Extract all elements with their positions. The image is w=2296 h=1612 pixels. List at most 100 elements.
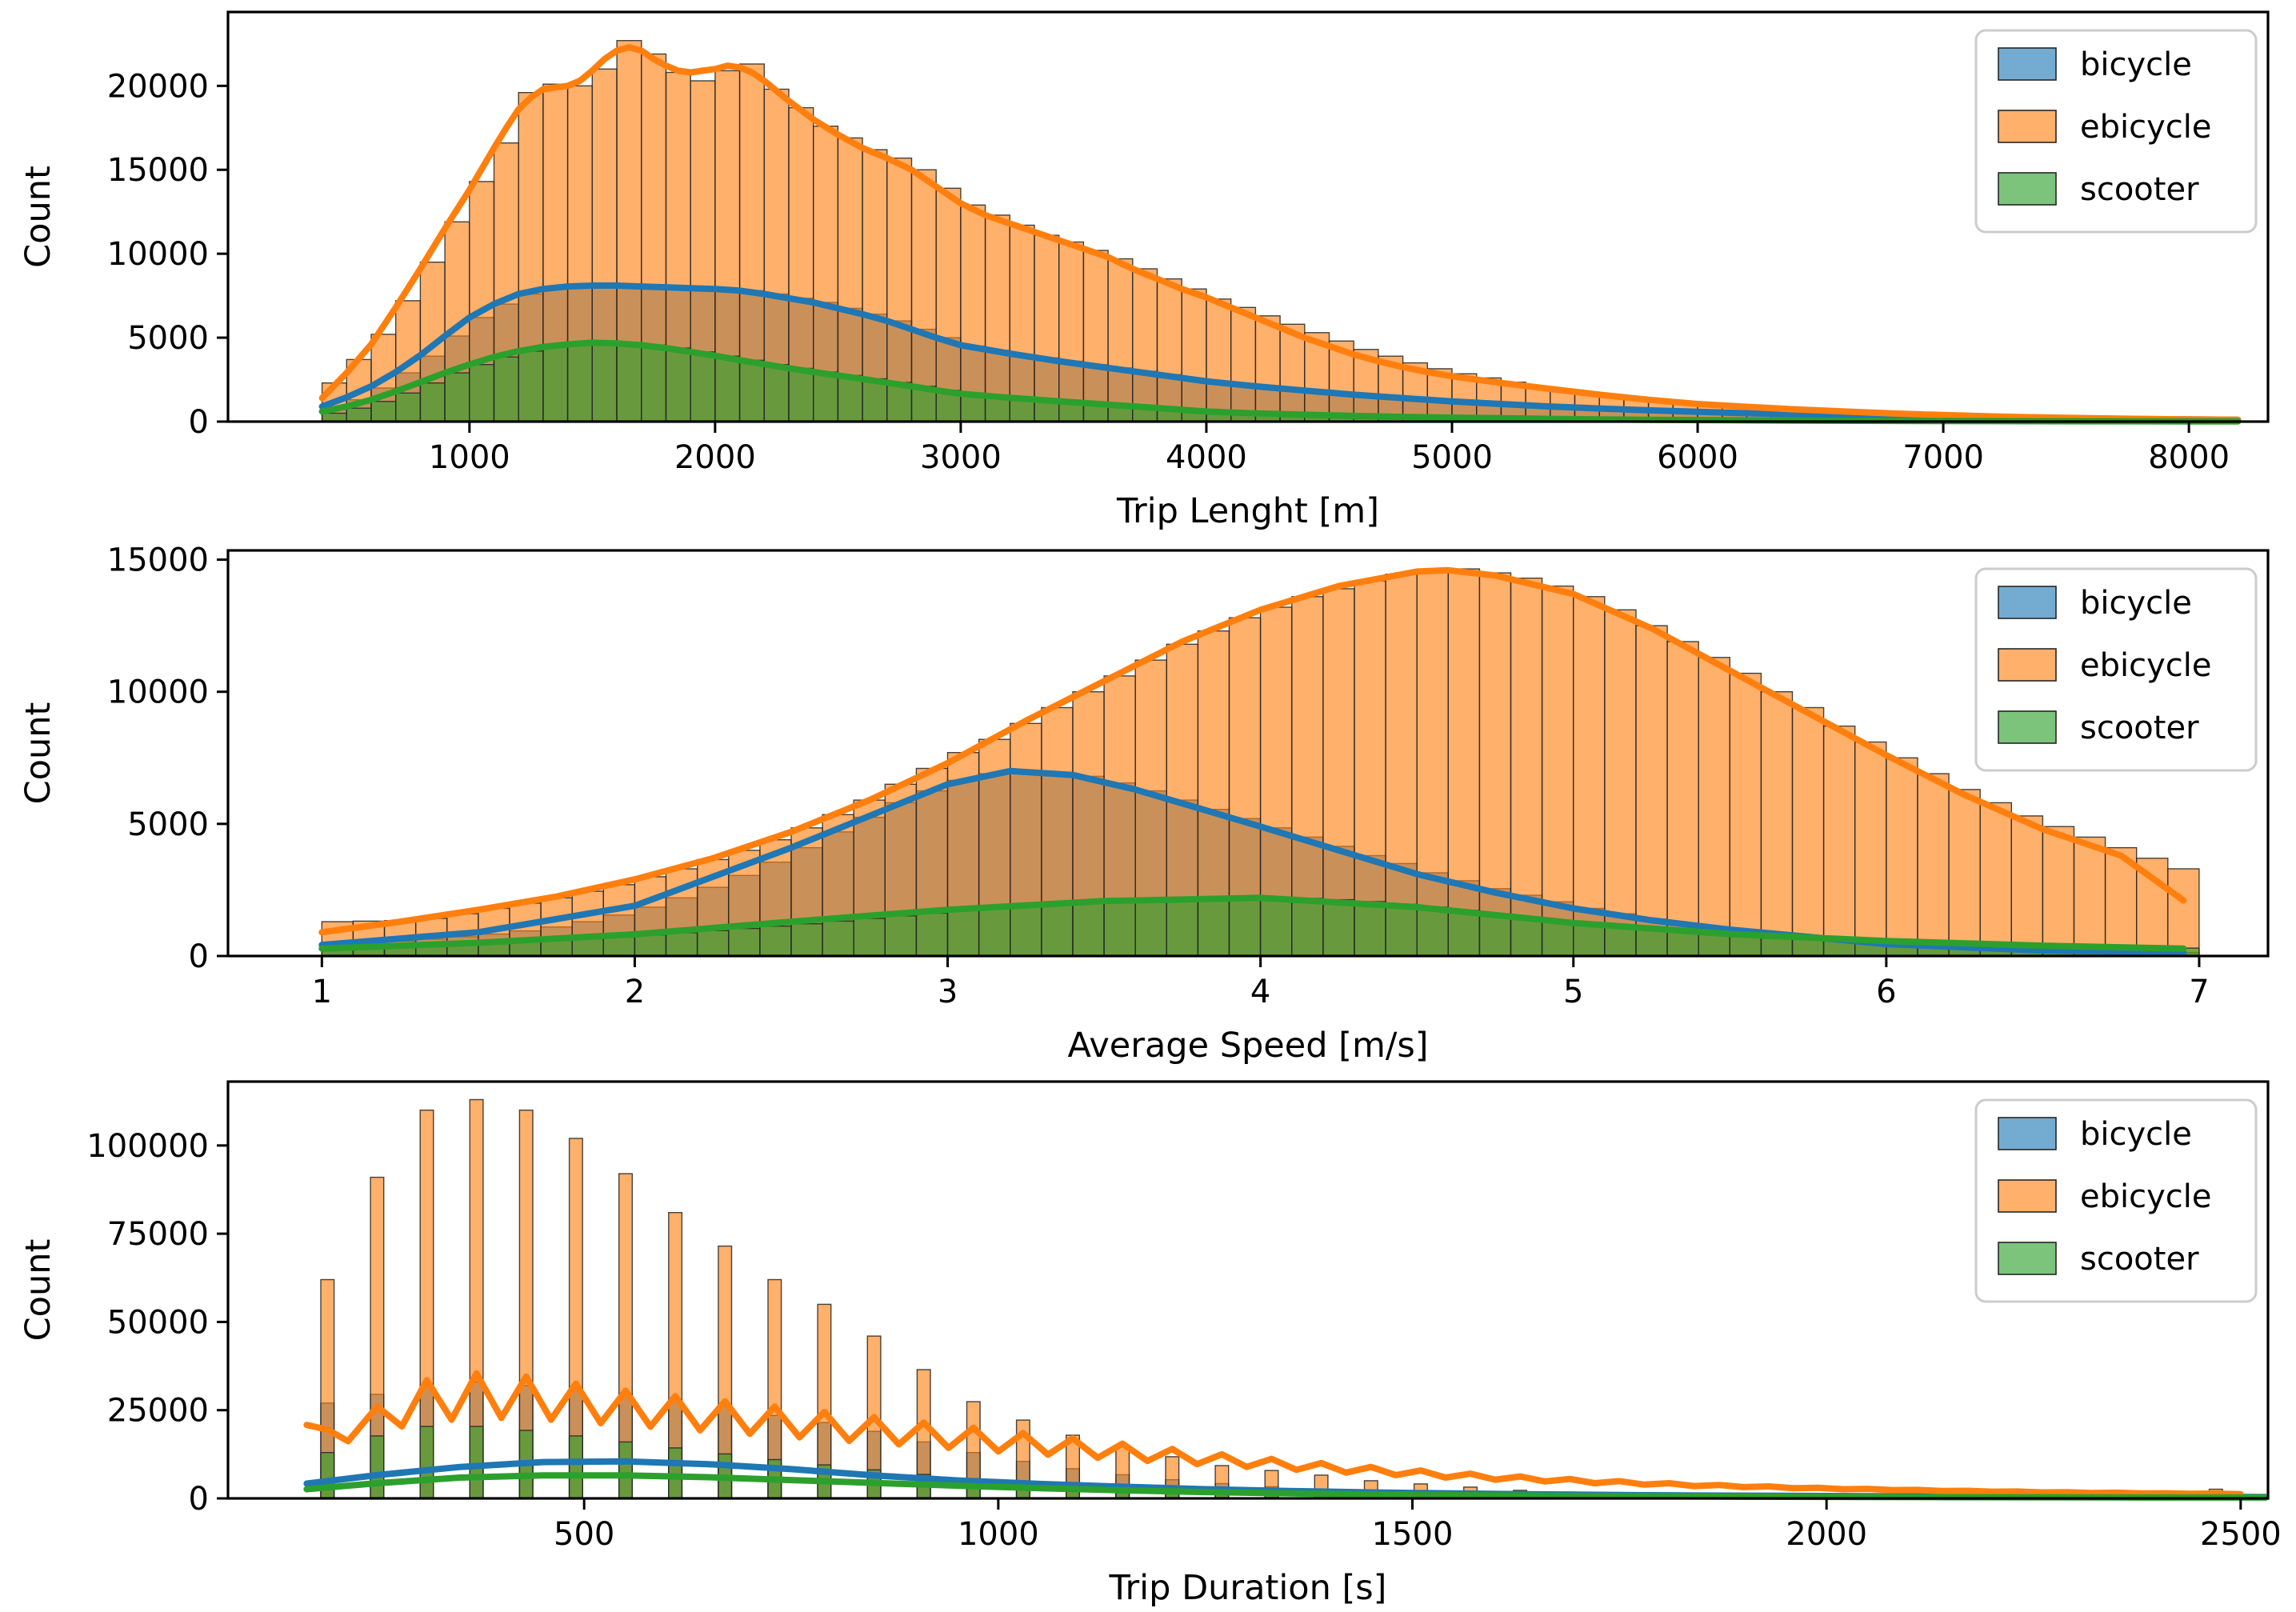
bar-scooter xyxy=(1666,930,1699,957)
kde-line-bicycle-average-speed xyxy=(318,767,2187,956)
kde-line-scooter-average-speed xyxy=(318,894,2187,952)
bar-scooter xyxy=(665,347,691,422)
bar-scooter xyxy=(1228,897,1262,957)
bar-scooter xyxy=(1572,922,1606,957)
x-tick-label-average-speed: 3 xyxy=(938,974,958,1010)
axes-spines-average-speed xyxy=(226,549,2270,958)
y-tick-label-average-speed: 15000 xyxy=(107,542,209,579)
bar-scooter xyxy=(714,355,741,422)
bar-ebicycle xyxy=(1107,258,1134,422)
bar-scooter xyxy=(616,342,642,422)
bar-ebicycle xyxy=(1058,241,1085,422)
legend-swatch-bicycle xyxy=(1998,47,2057,81)
bar-scooter xyxy=(591,342,618,422)
bar-ebicycle xyxy=(1666,641,1699,957)
y-tick-label-trip-duration: 50000 xyxy=(107,1304,209,1341)
y-tick-label-trip-length: 5000 xyxy=(127,320,209,357)
bar-ebicycle xyxy=(1009,224,1035,422)
bar-ebicycle xyxy=(960,204,986,422)
bar-scooter xyxy=(790,922,823,957)
legend-average-speed: bicycle ebicycle scooter xyxy=(1974,567,2258,772)
axes-spines-trip-duration xyxy=(226,1080,2270,1500)
bar-ebicycle xyxy=(1254,315,1281,422)
bar-scooter xyxy=(1134,899,1167,957)
x-axis-label-trip-duration: Trip Duration [s] xyxy=(1109,1568,1387,1608)
bar-scooter xyxy=(1478,913,1512,957)
bar-ebicycle xyxy=(1917,773,1950,957)
y-tick-label-trip-duration: 75000 xyxy=(107,1216,209,1253)
bar-ebicycle xyxy=(1572,596,1606,957)
legend-trip-duration: bicycle ebicycle scooter xyxy=(1974,1098,2258,1303)
y-axis-label-average-speed: Count xyxy=(18,702,58,805)
bar-ebicycle xyxy=(2167,868,2200,957)
bar-ebicycle xyxy=(1854,741,1887,957)
bar-scooter xyxy=(886,382,913,422)
x-tick-label-average-speed: 6 xyxy=(1876,974,1896,1010)
legend-label-bicycle: bicycle xyxy=(2080,585,2192,622)
x-tick-label-average-speed: 5 xyxy=(1563,974,1583,1010)
bar-ebicycle xyxy=(1082,250,1109,422)
bar-ebicycle xyxy=(1385,574,1418,957)
bar-scooter xyxy=(884,915,918,957)
x-tick-label-trip-length: 8000 xyxy=(2148,439,2230,476)
bar-scooter xyxy=(697,930,730,957)
bar-scooter xyxy=(1385,903,1418,957)
y-tick-label-trip-length: 20000 xyxy=(107,68,209,105)
bar-ebicycle xyxy=(1416,570,1449,957)
bar-scooter xyxy=(1604,925,1637,957)
bar-scooter xyxy=(1635,927,1668,957)
bar-ebicycle xyxy=(1635,625,1668,957)
y-axis-label-trip-length: Count xyxy=(18,166,58,268)
x-tick-label-trip-length: 7000 xyxy=(1902,439,1984,476)
bar-scooter xyxy=(370,401,397,422)
legend-swatch-ebicycle xyxy=(1998,648,2057,682)
bar-scooter xyxy=(571,938,605,957)
x-tick-label-trip-length: 2000 xyxy=(674,439,756,476)
bar-scooter xyxy=(370,1435,385,1499)
legend-label-ebicycle: ebicycle xyxy=(2080,1178,2212,1215)
bar-ebicycle xyxy=(1206,298,1232,422)
bar-scooter xyxy=(419,1426,434,1499)
bar-scooter xyxy=(566,343,593,422)
bar-ebicycle xyxy=(1604,609,1637,957)
x-tick-label-trip-duration: 2000 xyxy=(1786,1516,1867,1553)
kde-line-ebicycle-trip-duration xyxy=(303,1370,2244,1498)
bar-scooter xyxy=(542,346,569,422)
x-tick-label-average-speed: 1 xyxy=(312,974,332,1010)
bar-scooter xyxy=(618,1441,634,1499)
bar-ebicycle xyxy=(935,187,962,422)
bar-scooter xyxy=(320,1451,335,1499)
x-tick-label-average-speed: 4 xyxy=(1250,974,1270,1010)
bar-scooter xyxy=(665,932,698,957)
legend-label-bicycle: bicycle xyxy=(2080,1116,2192,1153)
y-tick-label-trip-duration: 25000 xyxy=(107,1393,209,1430)
bar-ebicycle xyxy=(1886,757,1918,957)
bar-scooter xyxy=(1072,902,1105,957)
x-tick-label-trip-length: 6000 xyxy=(1657,439,1738,476)
bar-scooter xyxy=(419,382,446,422)
bar-scooter xyxy=(822,920,854,957)
bar-scooter xyxy=(738,359,765,422)
bar-scooter xyxy=(493,356,519,422)
kde-line-bicycle-trip-length xyxy=(318,282,2242,423)
legend-label-scooter: scooter xyxy=(2080,171,2199,208)
bar-scooter xyxy=(813,371,839,422)
bar-scooter xyxy=(1541,919,1574,957)
bar-scooter xyxy=(568,1435,583,1499)
bar-scooter xyxy=(763,364,790,422)
bar-ebicycle xyxy=(1354,580,1386,957)
bar-ebicycle xyxy=(2042,826,2075,957)
y-tick-label-average-speed: 5000 xyxy=(127,806,209,843)
bar-ebicycle xyxy=(1760,691,1794,957)
x-tick-label-trip-duration: 1000 xyxy=(958,1516,1039,1553)
legend-swatch-ebicycle xyxy=(1998,1179,2057,1213)
bar-ebicycle xyxy=(2073,836,2106,957)
x-tick-label-trip-length: 1000 xyxy=(429,439,510,476)
bar-scooter xyxy=(641,344,667,422)
bar-scooter xyxy=(1197,898,1230,957)
bar-scooter xyxy=(469,364,495,422)
bar-scooter xyxy=(668,1447,683,1499)
bar-scooter xyxy=(788,367,814,422)
x-tick-label-trip-duration: 2500 xyxy=(2200,1516,2282,1553)
legend-label-scooter: scooter xyxy=(2080,1241,2199,1278)
